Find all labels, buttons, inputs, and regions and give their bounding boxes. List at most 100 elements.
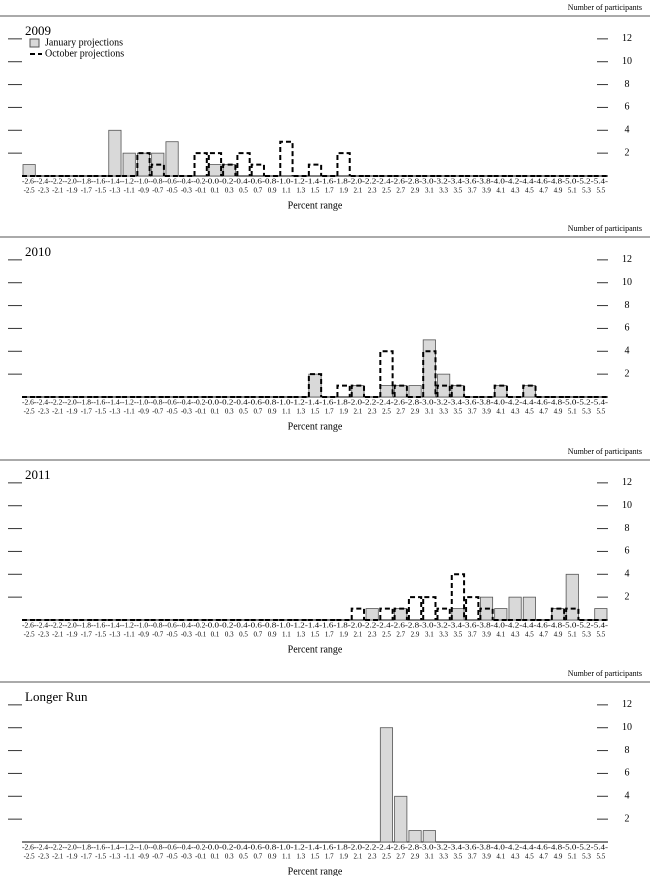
y-tick-label: 12 [622,477,632,488]
x-tick-label: -2.3 [38,631,50,639]
x-tick-label: 3.2- [436,622,451,630]
bar [308,373,322,398]
x-tick-label: 4.4- [522,622,537,630]
y-axis-label: Number of participants [568,3,642,12]
bar [394,385,408,398]
x-tick-label: 2.0- [351,399,366,407]
bar [508,596,522,621]
y-tick-label: 2 [625,591,630,602]
x-tick-label: 1.2- [294,622,309,630]
legend-label: January projections [45,37,123,48]
x-tick-label: 2.1 [354,187,363,195]
dashed-bar [193,152,208,176]
x-tick-label: 0.1 [211,631,220,639]
x-tick-label: 2.3 [368,631,377,639]
x-tick-label: 3.8- [479,399,494,407]
x-tick-label: 4.3 [511,631,520,639]
x-tick-label: 1.3 [296,187,305,195]
x-tick-label: 4.5 [525,631,534,639]
x-tick-label: 2.6- [394,178,409,186]
x-tick-label: 1.6- [322,844,337,852]
x-tick-label: -1.7 [81,408,93,416]
x-tick-label: 3.6- [465,178,480,186]
x-tick-label: -2.6- [22,844,37,852]
x-tick-label: 4.3 [511,408,520,416]
x-tick-label: 2.9 [411,853,420,861]
legend-swatch [29,38,40,48]
x-tick-label: 4.1 [496,853,505,861]
x-tick-label: -2.4- [36,844,51,852]
x-tick-label: 2.7 [396,631,405,639]
x-tick-label: -1.1 [124,408,136,416]
x-tick-label: 2.9 [411,187,420,195]
x-tick-label: -1.3 [109,853,121,861]
x-tick-label: 3.6- [465,622,480,630]
x-tick-label: 2.4- [379,178,394,186]
x-tick-label: 3.1 [425,408,434,416]
bar [494,608,508,621]
dashed-bar [436,384,451,397]
x-tick-label: 1.1 [282,631,291,639]
x-tick-label: 1.8- [336,178,351,186]
x-tick-label: 1.7 [325,631,334,639]
x-tick-label: 1.9 [339,408,348,416]
y-tick-label: 6 [625,546,630,557]
x-tick-label: 4.2- [508,622,523,630]
x-tick-label: 0.9 [268,853,277,861]
x-tick-label: 3.8- [479,622,494,630]
x-tick-label: 0.8- [265,178,280,186]
x-tick-label: -0.1 [195,631,207,639]
panel: Number of participants201124681012-2.6--… [0,447,650,655]
x-tick-label: -1.5 [95,853,107,861]
x-tick-label: 1.9 [339,853,348,861]
x-tick-label: 3.7 [468,631,477,639]
x-tick-label: -1.0- [136,622,151,630]
x-tick-label: 2.2- [365,399,380,407]
x-tick-label: -0.3 [181,187,193,195]
x-tick-label: 3.0- [422,622,437,630]
dashed-bar [465,596,480,620]
x-tick-label: 4.5 [525,187,534,195]
x-tick-label: 4.2- [508,844,523,852]
x-tick-label: 4.9 [554,853,563,861]
x-tick-label: -0.4- [179,844,194,852]
x-tick-label: 2.5 [382,631,391,639]
x-tick-label: 4.9 [554,631,563,639]
x-tick-label: 4.7 [539,187,548,195]
x-tick-label: 3.5 [454,187,463,195]
y-tick-label: 2 [625,147,630,158]
x-tick-label: -1.4- [108,178,123,186]
x-tick-label: 1.0- [279,622,294,630]
bar [122,152,136,177]
dashed-bar [350,384,366,397]
x-tick-label: -0.4- [179,178,194,186]
x-tick-label: 3.1 [425,631,434,639]
x-tick-label: 5.0- [565,622,580,630]
x-tick-label: 3.0- [422,178,437,186]
dashed-bar [379,607,394,620]
x-tick-label: 5.4- [594,178,609,186]
bar [22,164,36,177]
x-tick-label: 0.3 [225,187,234,195]
x-tick-label: -0.4- [179,399,194,407]
x-tick-label: 4.7 [539,408,548,416]
x-tick-label: 1.5 [311,853,320,861]
x-tick-label: 2.8- [408,844,423,852]
x-tick-label: 4.6- [537,399,552,407]
x-tick-label: -0.3 [181,408,193,416]
x-tick-label: 4.8- [551,844,566,852]
x-tick-label: -2.6- [22,399,37,407]
x-tick-label: 0.2- [222,844,237,852]
x-tick-label: 2.4- [379,844,394,852]
x-tick-label: -1.1 [124,853,136,861]
bar [222,164,236,177]
dashed-bar [379,350,394,397]
x-tick-label: -0.4- [179,622,194,630]
x-tick-label: 0.3 [225,853,234,861]
x-tick-label: -0.9 [138,187,150,195]
x-tick-label: -2.2- [51,844,66,852]
x-tick-label: 4.2- [508,399,523,407]
x-tick-label: -0.2- [194,622,209,630]
bar [394,608,408,621]
bar [165,141,179,177]
